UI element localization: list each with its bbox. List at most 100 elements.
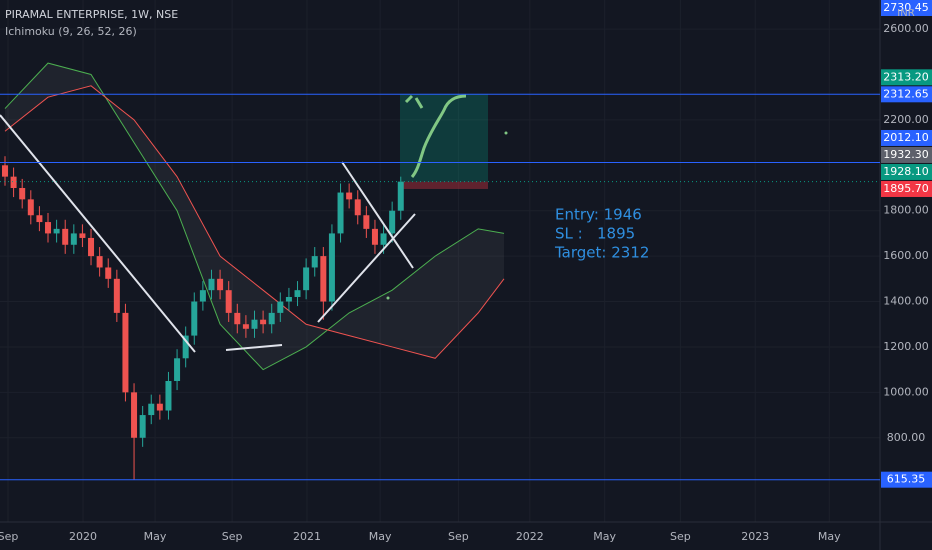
grid [0, 0, 880, 522]
y-tick-label: 2600.00 [883, 22, 929, 35]
price-label-box [881, 146, 932, 163]
candle-body [285, 296, 292, 302]
candle-body [131, 392, 138, 438]
candle-body [139, 415, 146, 438]
price-label: 615.35 [887, 473, 926, 486]
annotation: SL : 1895 [555, 225, 635, 243]
y-tick-label: 1600.00 [883, 249, 929, 262]
candle-body [380, 233, 387, 245]
candles [1, 156, 404, 480]
currency: INR [897, 8, 914, 19]
cloud-fill [4, 63, 505, 370]
candle-body [260, 319, 267, 325]
candle-body [208, 278, 215, 291]
candle-body [122, 312, 129, 393]
price-label-box [881, 180, 932, 197]
candle-body [1, 165, 8, 177]
y-tick-label: 1200.00 [883, 340, 929, 353]
price-label-box [881, 129, 932, 146]
candle-body [182, 335, 189, 359]
candle-body [346, 192, 353, 200]
candle-body [242, 324, 249, 329]
x-tick-label: May [593, 530, 616, 543]
x-tick-label: May [144, 530, 167, 543]
price-label-box [881, 471, 932, 488]
candle-body [96, 256, 103, 268]
projection [404, 94, 467, 178]
candle-body [328, 233, 335, 302]
x-tick-label: 2021 [293, 530, 321, 543]
x-tick-label: 2023 [741, 530, 769, 543]
trend-line [225, 344, 283, 351]
x-tick-label: 2022 [516, 530, 544, 543]
candle-body [88, 237, 95, 257]
y-tick-label: 1800.00 [883, 204, 929, 217]
ichimoku-line [4, 85, 505, 359]
candle-body [70, 233, 77, 245]
trend-line [0, 114, 196, 353]
trend-line [317, 213, 416, 323]
candle-body [10, 176, 17, 189]
price-label: 1932.30 [883, 148, 929, 161]
candle-body [320, 256, 327, 302]
price-label: 2730.45 [883, 1, 929, 14]
candle-body [199, 290, 206, 302]
y-tick-label: 2200.00 [883, 113, 929, 126]
y-tick-label: 1400.00 [883, 295, 929, 308]
candle-body [19, 188, 26, 200]
x-tick-label: Sep [448, 530, 469, 543]
title: PIRAMAL ENTERPRISE, 1W, NSE [5, 8, 178, 21]
candle-body [294, 290, 301, 297]
x-tick-label: Sep [222, 530, 243, 543]
x-tick-label: Sep [0, 530, 18, 543]
annotation: Target: 2312 [554, 244, 649, 262]
y-tick-label: 1000.00 [883, 385, 929, 398]
candle-body [36, 215, 43, 223]
x-tick-label: Sep [670, 530, 691, 543]
candle-body [251, 319, 258, 329]
ichimoku [4, 62, 505, 371]
candle-body [234, 312, 241, 325]
price-label: 1895.70 [883, 182, 929, 195]
price-levels: 615.35 1895.70 1928.10 1932.30 2012.10 2312.6… [0, 0, 932, 488]
ichimoku-line [4, 62, 505, 371]
trend-line [341, 161, 414, 269]
annotation: Entry: 1946 [555, 206, 642, 224]
stop-zone [400, 181, 488, 189]
candle-body [371, 228, 378, 245]
candle-body [225, 290, 232, 313]
candle-body [303, 267, 310, 291]
candle-body [156, 403, 163, 411]
drawings [0, 94, 508, 353]
price-label: 2012.10 [883, 131, 929, 144]
price-label: 2312.65 [883, 87, 929, 100]
indicator-label: Ichimoku (9, 26, 52, 26) [5, 25, 137, 38]
candle-body [45, 222, 52, 234]
candle-body [363, 215, 370, 229]
candle-body [113, 278, 120, 313]
candle-body [53, 228, 60, 234]
candle-body [27, 199, 34, 216]
candle-body [268, 312, 275, 325]
candle-body [191, 301, 198, 336]
x-tick-label: May [818, 530, 841, 543]
price-label: 1928.10 [883, 165, 929, 178]
price-label-box [881, 86, 932, 103]
candle-body [277, 301, 284, 313]
candle-body [311, 256, 318, 268]
price-label-box [881, 163, 932, 180]
dot [386, 296, 390, 300]
candle-body [354, 199, 361, 216]
candle-body [174, 358, 181, 381]
candle-body [148, 403, 155, 416]
axes: 800.00 1000.00 1200.00 1400.00 1600.00 1800.0… [0, 22, 929, 543]
price-label: 2313.20 [883, 70, 929, 83]
candle-body [389, 210, 396, 234]
price-label-box [881, 0, 932, 16]
candle-body [79, 233, 86, 238]
x-tick-label: 2020 [69, 530, 97, 543]
dot [504, 131, 508, 135]
candle-body [165, 380, 172, 411]
candle-body [62, 228, 69, 245]
